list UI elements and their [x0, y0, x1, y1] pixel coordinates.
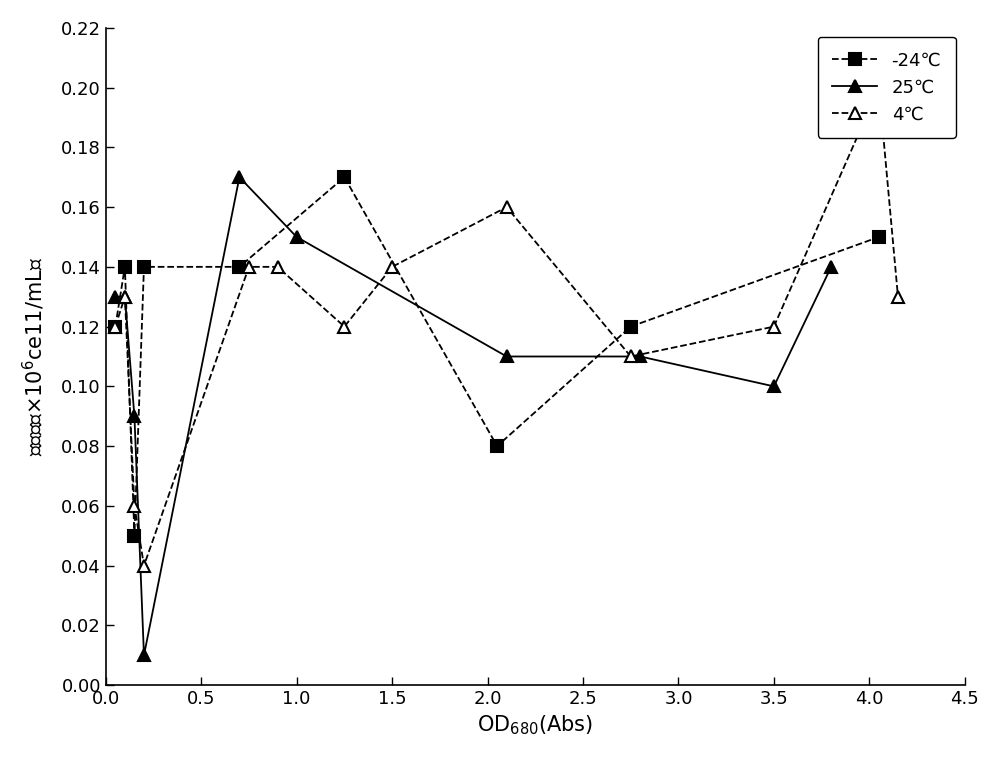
25℃ [119, 292, 131, 301]
4℃ [119, 292, 131, 301]
Line: 4℃: 4℃ [109, 81, 904, 572]
Legend: -24℃, 25℃, 4℃: -24℃, 25℃, 4℃ [818, 37, 956, 138]
4℃ [501, 202, 513, 211]
-24℃ [128, 531, 140, 540]
4℃ [338, 322, 350, 331]
4℃ [109, 322, 121, 331]
4℃ [138, 561, 150, 570]
25℃ [768, 382, 780, 391]
-24℃ [625, 322, 637, 331]
25℃ [109, 292, 121, 301]
25℃ [825, 262, 837, 271]
25℃ [233, 173, 245, 182]
25℃ [501, 352, 513, 361]
25℃ [128, 412, 140, 421]
4℃ [386, 262, 398, 271]
-24℃ [233, 262, 245, 271]
-24℃ [109, 322, 121, 331]
4℃ [873, 83, 885, 92]
-24℃ [119, 262, 131, 271]
-24℃ [338, 173, 350, 182]
-24℃ [491, 442, 503, 451]
4℃ [768, 322, 780, 331]
25℃ [634, 352, 646, 361]
Line: -24℃: -24℃ [110, 171, 884, 541]
X-axis label: OD$_{680}$(Abs): OD$_{680}$(Abs) [477, 713, 593, 738]
4℃ [892, 292, 904, 301]
-24℃ [873, 233, 885, 242]
25℃ [291, 233, 303, 242]
Line: 25℃: 25℃ [109, 171, 837, 662]
Y-axis label: 细胞数（×10$^{6}$ce11/mL）: 细胞数（×10$^{6}$ce11/mL） [21, 257, 47, 456]
25℃ [138, 650, 150, 659]
4℃ [625, 352, 637, 361]
4℃ [272, 262, 284, 271]
4℃ [243, 262, 255, 271]
4℃ [128, 501, 140, 510]
-24℃ [138, 262, 150, 271]
